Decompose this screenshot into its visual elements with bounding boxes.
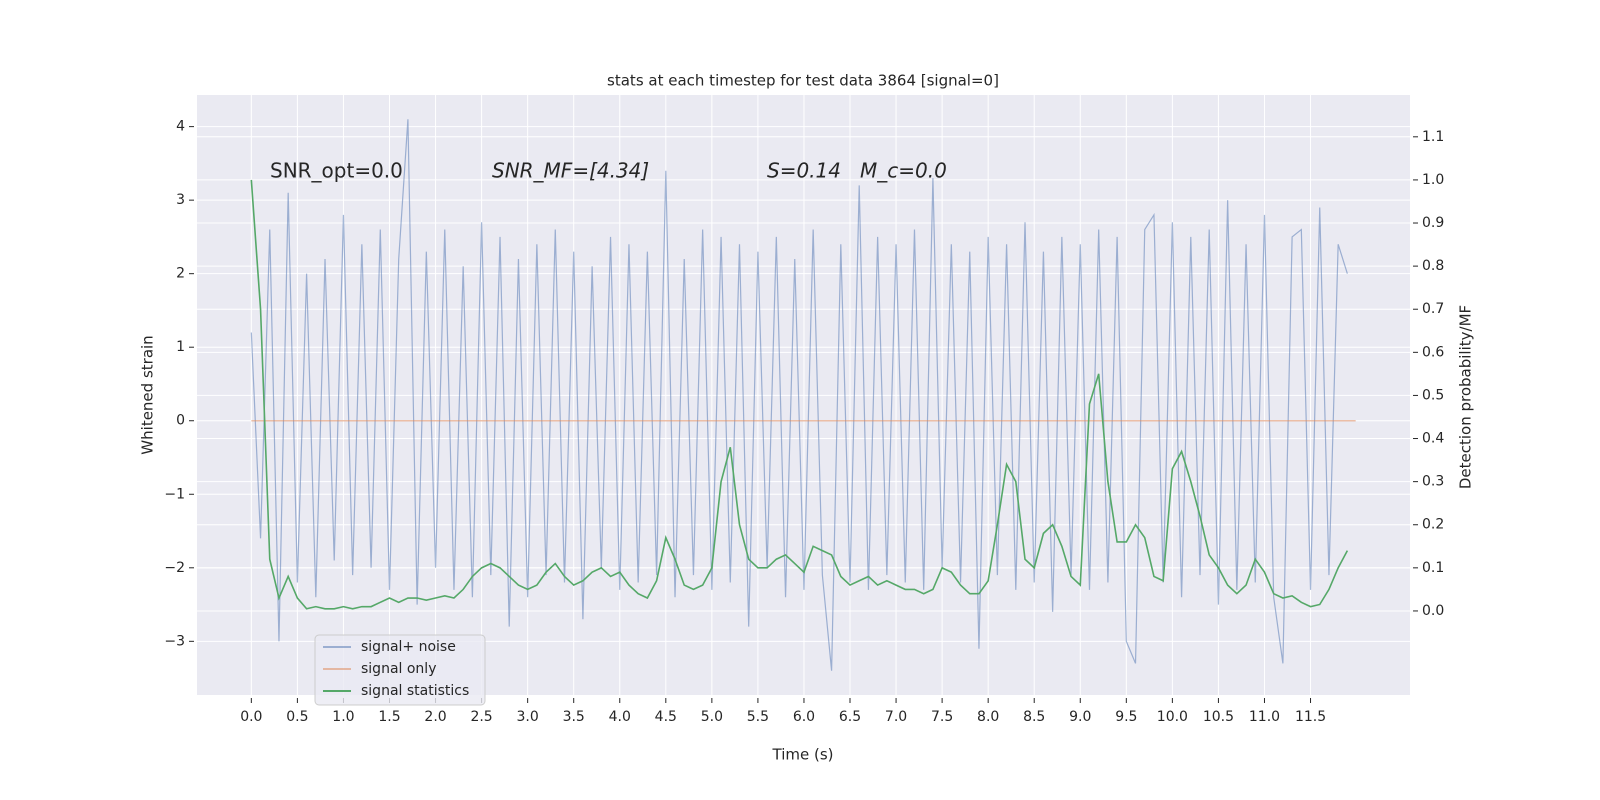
y2-tick-label: 0.2 — [1422, 517, 1444, 533]
y2-tick-label: 1.0 — [1422, 172, 1444, 188]
legend-box — [314, 634, 486, 706]
series-line — [250, 119, 1348, 671]
x-tick-label: 9.5 — [1115, 709, 1137, 725]
x-tick-label: 0.0 — [240, 709, 262, 725]
legend-label: signal only — [361, 661, 436, 677]
y2-tick-label: 0.4 — [1422, 431, 1444, 447]
x-tick-label: 10.0 — [1157, 709, 1188, 725]
y-tick-label: −2 — [164, 560, 185, 576]
y2-tick-label: 1.1 — [1422, 129, 1444, 145]
x-tick-label: 9.0 — [1069, 709, 1091, 725]
series-line — [250, 179, 1349, 610]
x-tick-label: 11.0 — [1249, 709, 1280, 725]
x-tick-label: 1.5 — [378, 709, 400, 725]
y2-tick-label: 0.5 — [1422, 387, 1444, 403]
y2-tick-label: 0.7 — [1422, 301, 1444, 317]
y2-tick-label: 0.3 — [1422, 474, 1444, 490]
x-tick-label: 5.0 — [701, 709, 723, 725]
x-tick-label: 3.5 — [563, 709, 585, 725]
x-tick-label: 10.5 — [1203, 709, 1234, 725]
y-tick-label: −1 — [164, 486, 185, 502]
x-tick-label: 1.0 — [332, 709, 354, 725]
annotation: S=0.14 — [767, 159, 841, 183]
x-tick-label: 8.0 — [977, 709, 999, 725]
y-axis-label: Whitened strain — [139, 335, 157, 454]
y2-tick-label: 0.8 — [1422, 258, 1444, 274]
x-tick-label: 4.5 — [655, 709, 677, 725]
x-tick-label: 7.5 — [931, 709, 953, 725]
x-tick-label: 6.0 — [793, 709, 815, 725]
x-tick-label: 7.0 — [885, 709, 907, 725]
y2-axis-label: Detection probability/MF — [1457, 305, 1475, 489]
x-tick-label: 6.5 — [839, 709, 861, 725]
legend-label: signal+ noise — [361, 639, 456, 655]
y-tick-label: 0 — [176, 413, 185, 429]
x-tick-label: 3.0 — [517, 709, 539, 725]
x-tick-label: 8.5 — [1023, 709, 1045, 725]
y-tick-label: 2 — [176, 266, 185, 282]
x-tick-label: 11.5 — [1295, 709, 1326, 725]
y-tick-label: 4 — [176, 119, 185, 135]
x-tick-label: 2.0 — [424, 709, 446, 725]
chart-title: stats at each timestep for test data 386… — [607, 72, 999, 90]
y-tick-label: 1 — [176, 339, 185, 355]
y-tick-label: 3 — [176, 192, 185, 208]
y2-tick-label: 0.0 — [1422, 603, 1444, 619]
x-tick-label: 0.5 — [286, 709, 308, 725]
x-tick-label: 4.0 — [609, 709, 631, 725]
annotation: SNR_MF=[4.34] — [492, 159, 649, 183]
x-tick-label: 2.5 — [470, 709, 492, 725]
annotation: M_c=0.0 — [860, 159, 947, 183]
y2-tick-label: 0.9 — [1422, 215, 1444, 231]
y-tick-label: −3 — [164, 633, 185, 649]
x-axis-label: Time (s) — [772, 746, 834, 764]
legend-label: signal statistics — [361, 683, 469, 699]
annotation: SNR_opt=0.0 — [270, 159, 403, 183]
y2-tick-label: 0.6 — [1422, 344, 1444, 360]
y2-tick-label: 0.1 — [1422, 560, 1444, 576]
x-tick-label: 5.5 — [747, 709, 769, 725]
